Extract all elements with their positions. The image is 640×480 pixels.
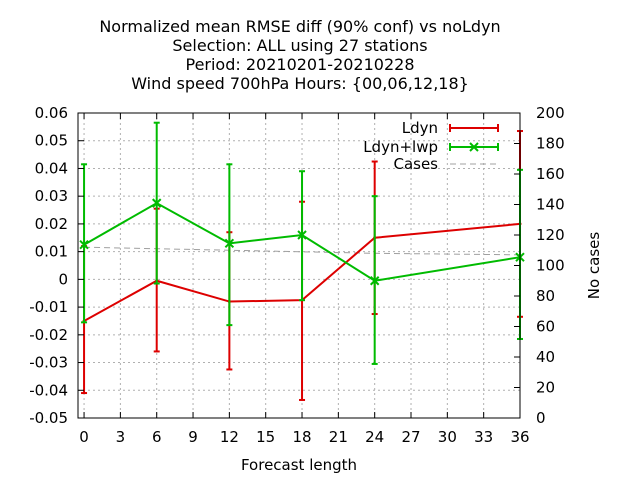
chart-title: Normalized mean RMSE diff (90% conf) vs … bbox=[99, 17, 500, 93]
series-line bbox=[84, 246, 521, 256]
series-ldyn-lwp bbox=[79, 121, 525, 365]
y2-tick-label: 20 bbox=[536, 379, 555, 397]
y-tick-label: -0.05 bbox=[29, 409, 68, 427]
title-line: Normalized mean RMSE diff (90% conf) vs … bbox=[99, 17, 500, 36]
title-line: Wind speed 700hPa Hours: {00,06,12,18} bbox=[131, 74, 469, 93]
y2-tick-label: 0 bbox=[536, 409, 546, 427]
grid bbox=[78, 113, 520, 418]
x-tick-label: 30 bbox=[438, 428, 457, 446]
axis-ticks: 0 3 6 9 12 15 18 21 24 27 30 33 36-0.05-0.04-0.03-0.… bbox=[29, 104, 564, 446]
y2-tick-label: 160 bbox=[536, 165, 565, 183]
y-tick-label: 0.05 bbox=[35, 132, 68, 150]
y2-tick-label: 80 bbox=[536, 287, 555, 305]
y-tick-label: -0.02 bbox=[29, 326, 68, 344]
y-tick-label: 0.02 bbox=[35, 215, 68, 233]
y-tick-label: 0 bbox=[58, 270, 68, 288]
legend-label: Cases bbox=[393, 155, 438, 173]
title-line: Selection: ALL using 27 stations bbox=[172, 36, 427, 55]
y-tick-label: -0.01 bbox=[29, 298, 68, 316]
y2-tick-label: 200 bbox=[536, 104, 565, 122]
x-tick-label: 12 bbox=[220, 428, 239, 446]
y-tick-label: 0.04 bbox=[35, 159, 68, 177]
legend-marker bbox=[469, 142, 479, 152]
x-tick-label: 0 bbox=[79, 428, 89, 446]
title-line: Period: 20210201-20210228 bbox=[185, 55, 414, 74]
x-tick-label: 18 bbox=[292, 428, 311, 446]
legend-label: Ldyn+lwp bbox=[363, 138, 438, 156]
x-tick-label: 33 bbox=[474, 428, 493, 446]
x-tick-label: 36 bbox=[510, 428, 529, 446]
x-tick-label: 27 bbox=[401, 428, 420, 446]
y-tick-label: -0.03 bbox=[29, 354, 68, 372]
series-line bbox=[83, 222, 521, 322]
y-tick-label: 0.06 bbox=[35, 104, 68, 122]
y2-tick-label: 120 bbox=[536, 226, 565, 244]
x-axis-label: Forecast length bbox=[241, 456, 357, 474]
x-tick-label: 6 bbox=[152, 428, 162, 446]
legend-label: Ldyn bbox=[402, 119, 438, 137]
y2-tick-label: 100 bbox=[536, 257, 565, 275]
x-tick-label: 15 bbox=[256, 428, 275, 446]
y2-tick-label: 180 bbox=[536, 135, 565, 153]
data-point bbox=[224, 238, 235, 249]
y2-tick-label: 60 bbox=[536, 318, 555, 336]
data-point bbox=[152, 198, 162, 208]
series-line bbox=[83, 201, 521, 282]
y2-axis-label: No cases bbox=[585, 232, 603, 300]
y-tick-label: -0.04 bbox=[29, 381, 68, 399]
y2-tick-label: 140 bbox=[536, 196, 565, 214]
x-tick-label: 24 bbox=[365, 428, 384, 446]
y2-tick-label: 40 bbox=[536, 348, 555, 366]
plot-frame bbox=[77, 112, 521, 419]
y-tick-label: 0.03 bbox=[35, 187, 68, 205]
x-tick-label: 9 bbox=[188, 428, 198, 446]
series-cases bbox=[84, 246, 521, 256]
x-tick-label: 21 bbox=[329, 428, 348, 446]
data-point bbox=[79, 239, 89, 250]
y-tick-label: 0.01 bbox=[35, 243, 68, 261]
x-tick-label: 3 bbox=[116, 428, 126, 446]
data-point bbox=[369, 276, 380, 286]
data-point bbox=[297, 230, 307, 240]
